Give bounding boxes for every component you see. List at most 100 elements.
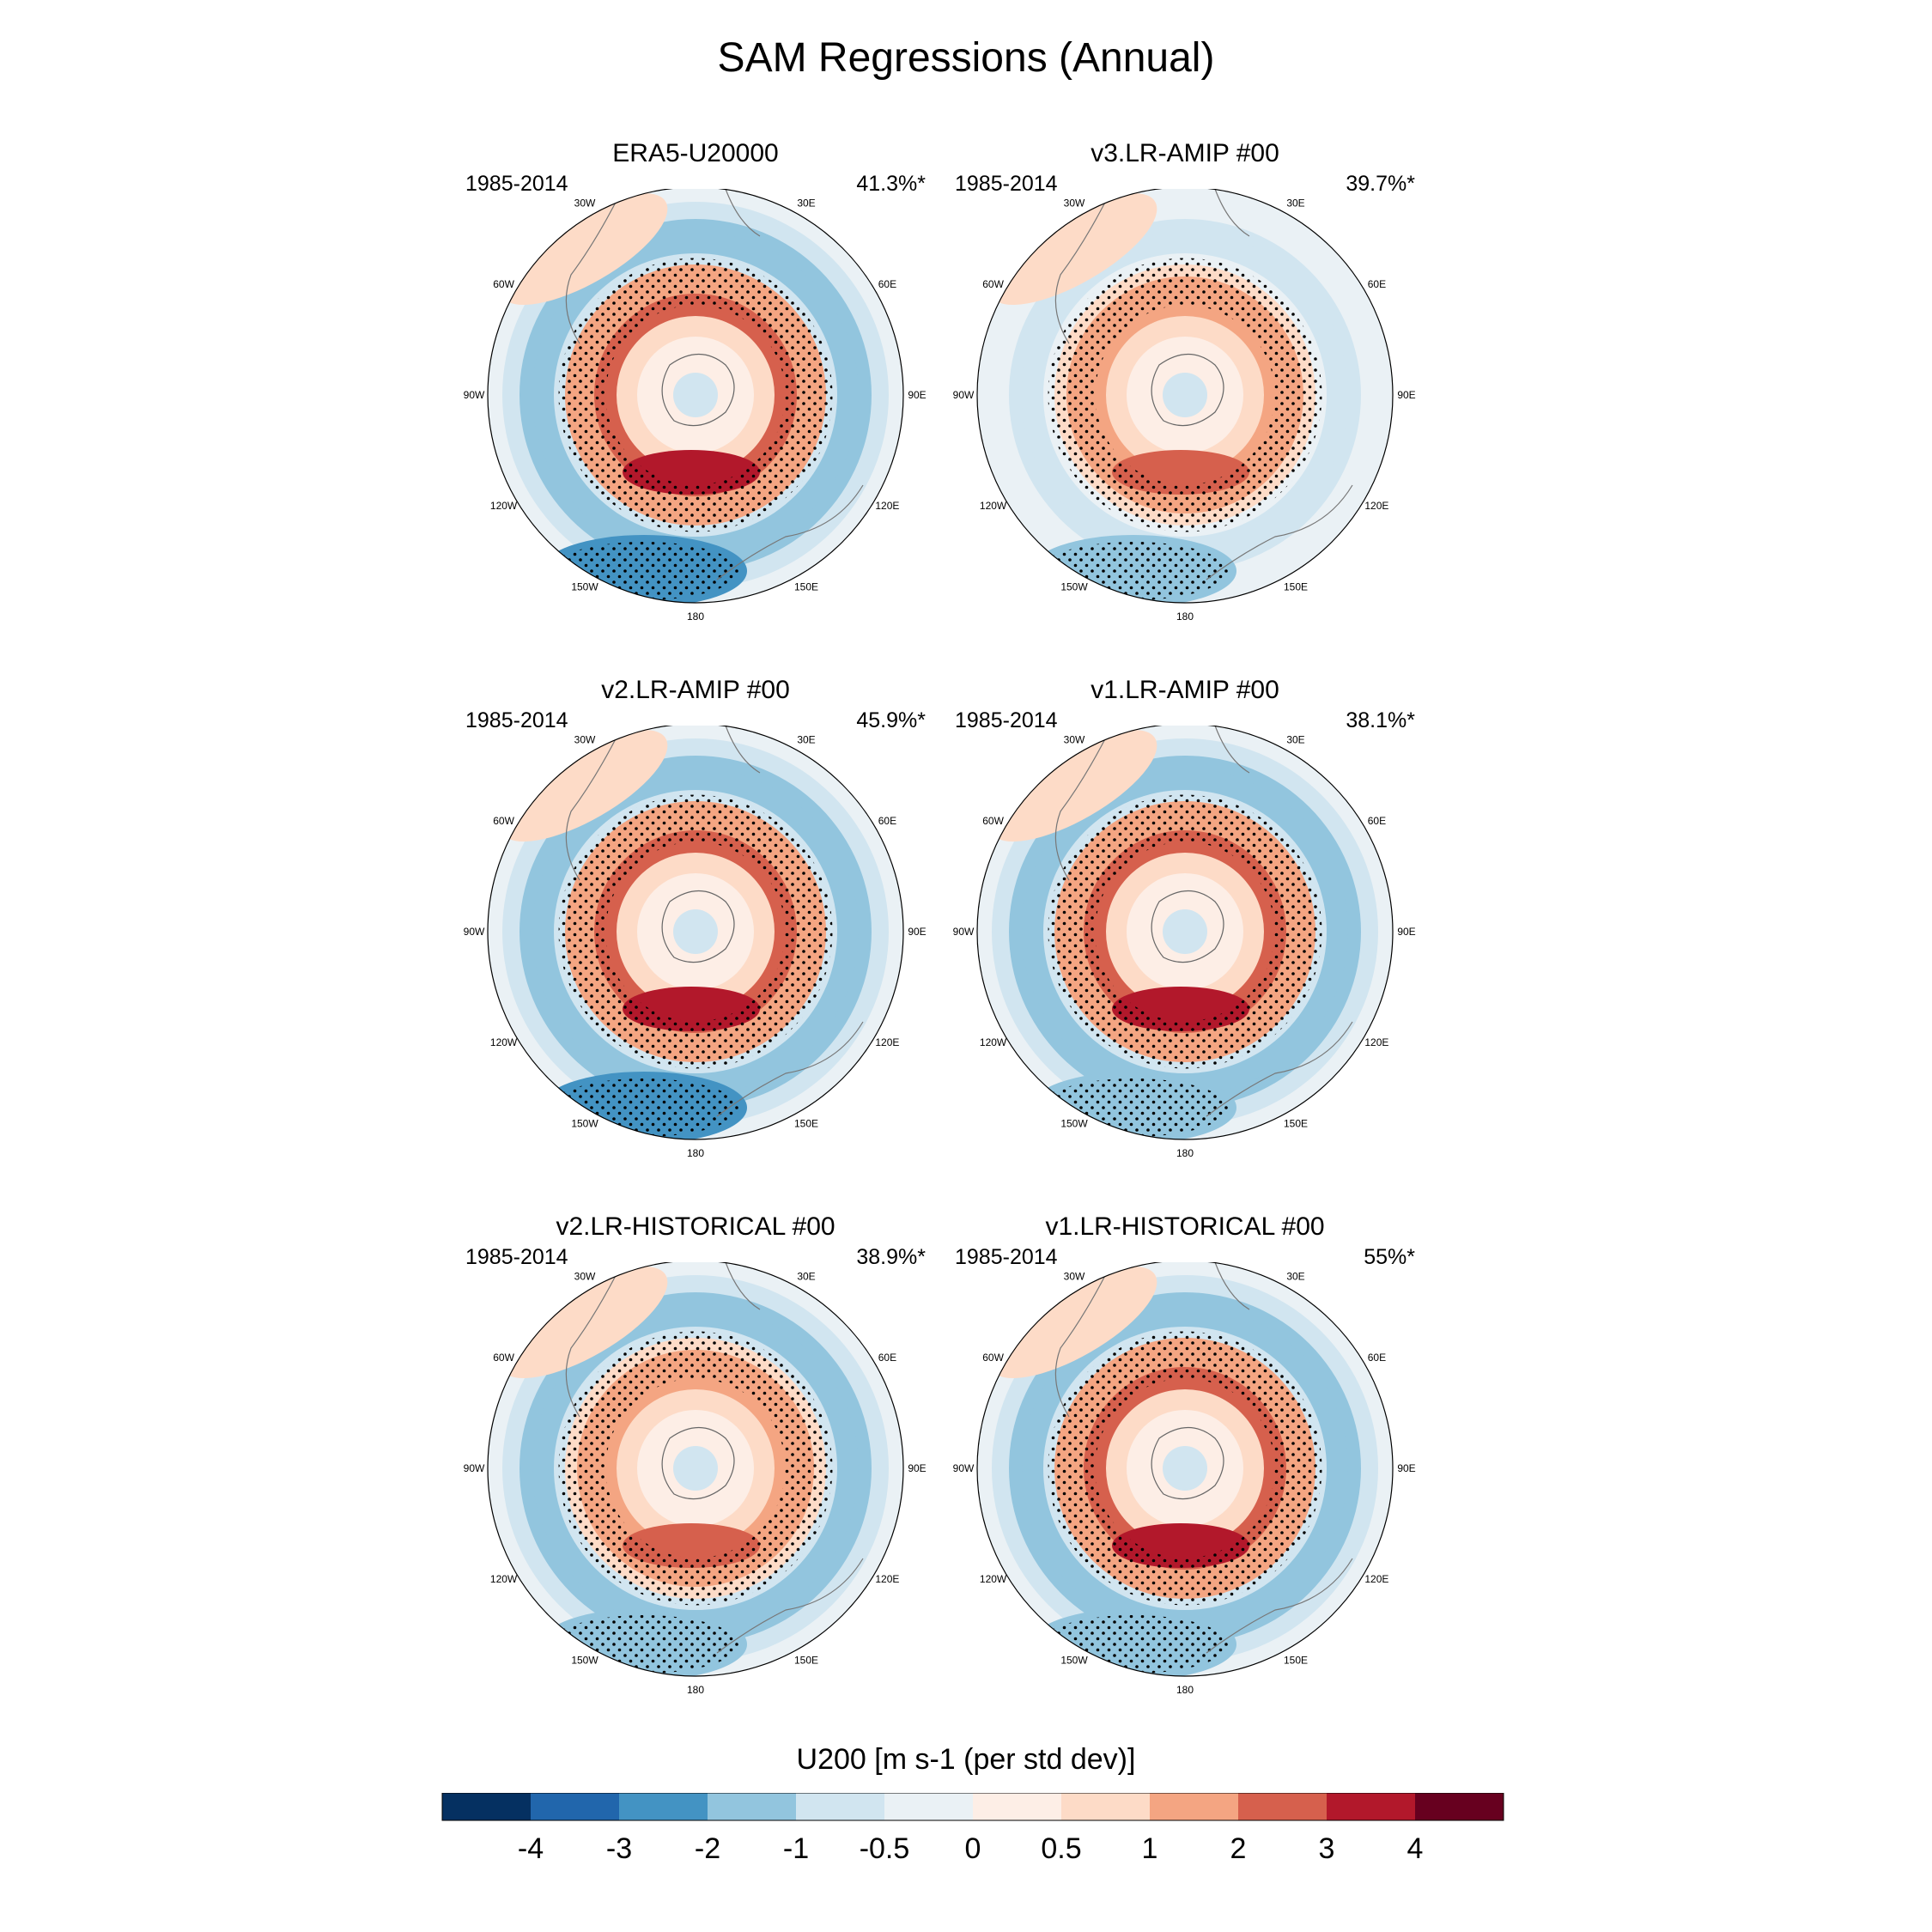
longitude-label: 60W <box>493 1352 514 1364</box>
colorbar-tick-label: -0.5 <box>860 1832 910 1865</box>
colorbar-swatch <box>1150 1793 1238 1820</box>
longitude-label: 30W <box>1064 1271 1085 1283</box>
map-boundary <box>976 1262 1394 1677</box>
longitude-label: 120W <box>490 500 518 512</box>
panel-years: 1985-2014 <box>465 1245 568 1269</box>
longitude-label: 60E <box>878 815 896 827</box>
longitude-label: 90E <box>1397 1462 1415 1474</box>
australia-nz-coast <box>1206 1021 1353 1117</box>
pole-minimum <box>673 373 718 417</box>
longitude-label: 150W <box>571 580 598 592</box>
south-america-coast <box>1054 189 1113 344</box>
colorbar-swatch <box>1327 1793 1415 1820</box>
longitude-label: 90W <box>953 389 975 401</box>
panel-title: v2.LR-HISTORICAL #00 <box>556 1212 835 1241</box>
map-panel-v3-amip: v3.LR-AMIP #00 1985-2014 39.7%* 030E60E9… <box>945 139 1425 635</box>
antarctica-outline <box>1151 354 1224 427</box>
longitude-label: 120E <box>1364 500 1388 512</box>
longitude-label: 60W <box>493 815 514 827</box>
longitude-label: 120W <box>980 500 1007 512</box>
longitude-label: 90E <box>908 926 926 938</box>
figure-title: SAM Regressions (Annual) <box>717 35 1215 81</box>
longitude-label: 180 <box>687 1684 704 1696</box>
north-positive-lobe <box>989 730 1157 841</box>
colorbar-tick-label: -3 <box>606 1832 632 1865</box>
longitude-label: 90W <box>953 926 975 938</box>
map-boundary <box>487 189 904 604</box>
longitude-label: 60E <box>878 278 896 290</box>
colorbar-swatch <box>708 1793 796 1820</box>
longitude-label: 90W <box>464 1462 485 1474</box>
antarctica-outline <box>1151 890 1224 963</box>
colorbar-swatch <box>442 1793 531 1820</box>
longitude-label: 30E <box>797 197 815 210</box>
longitude-label: 60E <box>1368 815 1386 827</box>
map-panel-v1-amip: v1.LR-AMIP #00 1985-2014 38.1%* 030E60E9… <box>945 676 1425 1172</box>
africa-coast <box>1214 1262 1250 1310</box>
colorbar-title: U200 [m s-1 (per std dev)] <box>796 1743 1136 1776</box>
longitude-label: 90E <box>1397 389 1415 401</box>
panel-years: 1985-2014 <box>955 1245 1058 1269</box>
significance-stipple <box>558 258 833 532</box>
south-america-coast <box>565 189 623 344</box>
panel-years: 1985-2014 <box>955 172 1058 196</box>
map-panel-era5: ERA5-U20000 1985-2014 41.3%* 030E60E90E1… <box>455 139 936 635</box>
longitude-label: 150W <box>1060 1654 1088 1666</box>
longitude-label: 150E <box>1284 1654 1308 1666</box>
longitude-label: 150W <box>1060 1117 1088 1129</box>
colorbar-tick-label: 3 <box>1319 1832 1335 1865</box>
pole-minimum <box>1163 1446 1207 1491</box>
colorbar-swatch <box>619 1793 708 1820</box>
significance-stipple <box>1048 1331 1322 1606</box>
longitude-label: 120E <box>1364 1036 1388 1048</box>
colorbar-tick-label: 4 <box>1407 1832 1424 1865</box>
longitude-label: 150E <box>794 580 818 592</box>
south-america-coast <box>1054 726 1113 881</box>
africa-coast <box>725 189 761 237</box>
panel-variance: 41.3%* <box>856 172 926 196</box>
significance-stipple <box>1048 794 1322 1069</box>
colorbar-swatch <box>1415 1793 1504 1820</box>
colorbar-swatch <box>531 1793 619 1820</box>
longitude-label: 30E <box>1286 197 1304 210</box>
map-boundary <box>976 726 1394 1140</box>
longitude-label: 30W <box>1064 197 1085 210</box>
longitude-label: 30W <box>574 734 596 746</box>
panel-variance: 39.7%* <box>1346 172 1415 196</box>
pole-minimum <box>1163 909 1207 954</box>
longitude-label: 90W <box>464 389 485 401</box>
polar-map: 030E60E90E120E150E180150W120W90W60W30W <box>464 1262 927 1696</box>
longitude-label: 150E <box>794 1654 818 1666</box>
panel-variance: 38.1%* <box>1346 708 1415 732</box>
longitude-label: 120E <box>875 1573 899 1585</box>
panel-title: v1.LR-HISTORICAL #00 <box>1045 1212 1325 1241</box>
longitude-label: 180 <box>1176 1684 1194 1696</box>
longitude-label: 90W <box>464 926 485 938</box>
longitude-label: 60W <box>493 278 514 290</box>
longitude-label: 60W <box>982 815 1004 827</box>
longitude-label: 120E <box>1364 1573 1388 1585</box>
significance-stipple <box>1048 258 1322 532</box>
longitude-label: 120W <box>980 1573 1007 1585</box>
longitude-label: 120E <box>875 1036 899 1048</box>
panel-variance: 38.9%* <box>856 1245 926 1269</box>
colorbar-tick-label: -1 <box>783 1832 809 1865</box>
north-positive-lobe <box>500 1267 668 1378</box>
longitude-label: 150E <box>1284 580 1308 592</box>
polar-map: 030E60E90E120E150E180150W120W90W60W30W <box>953 189 1416 623</box>
longitude-label: 30W <box>1064 734 1085 746</box>
colorbar-tick-label: 1 <box>1142 1832 1158 1865</box>
map-boundary <box>976 189 1394 604</box>
north-positive-lobe <box>500 730 668 841</box>
colorbar-swatch <box>1061 1793 1150 1820</box>
colorbar-frame <box>441 1793 1504 1821</box>
longitude-label: 150E <box>794 1117 818 1129</box>
longitude-label: 90E <box>908 389 926 401</box>
longitude-label: 30E <box>797 1271 815 1283</box>
pole-minimum <box>1163 373 1207 417</box>
australia-nz-coast <box>716 1558 864 1654</box>
map-boundary <box>487 726 904 1140</box>
colorbar-swatch <box>1238 1793 1327 1820</box>
longitude-label: 120W <box>490 1036 518 1048</box>
panel-title: ERA5-U20000 <box>612 139 779 167</box>
